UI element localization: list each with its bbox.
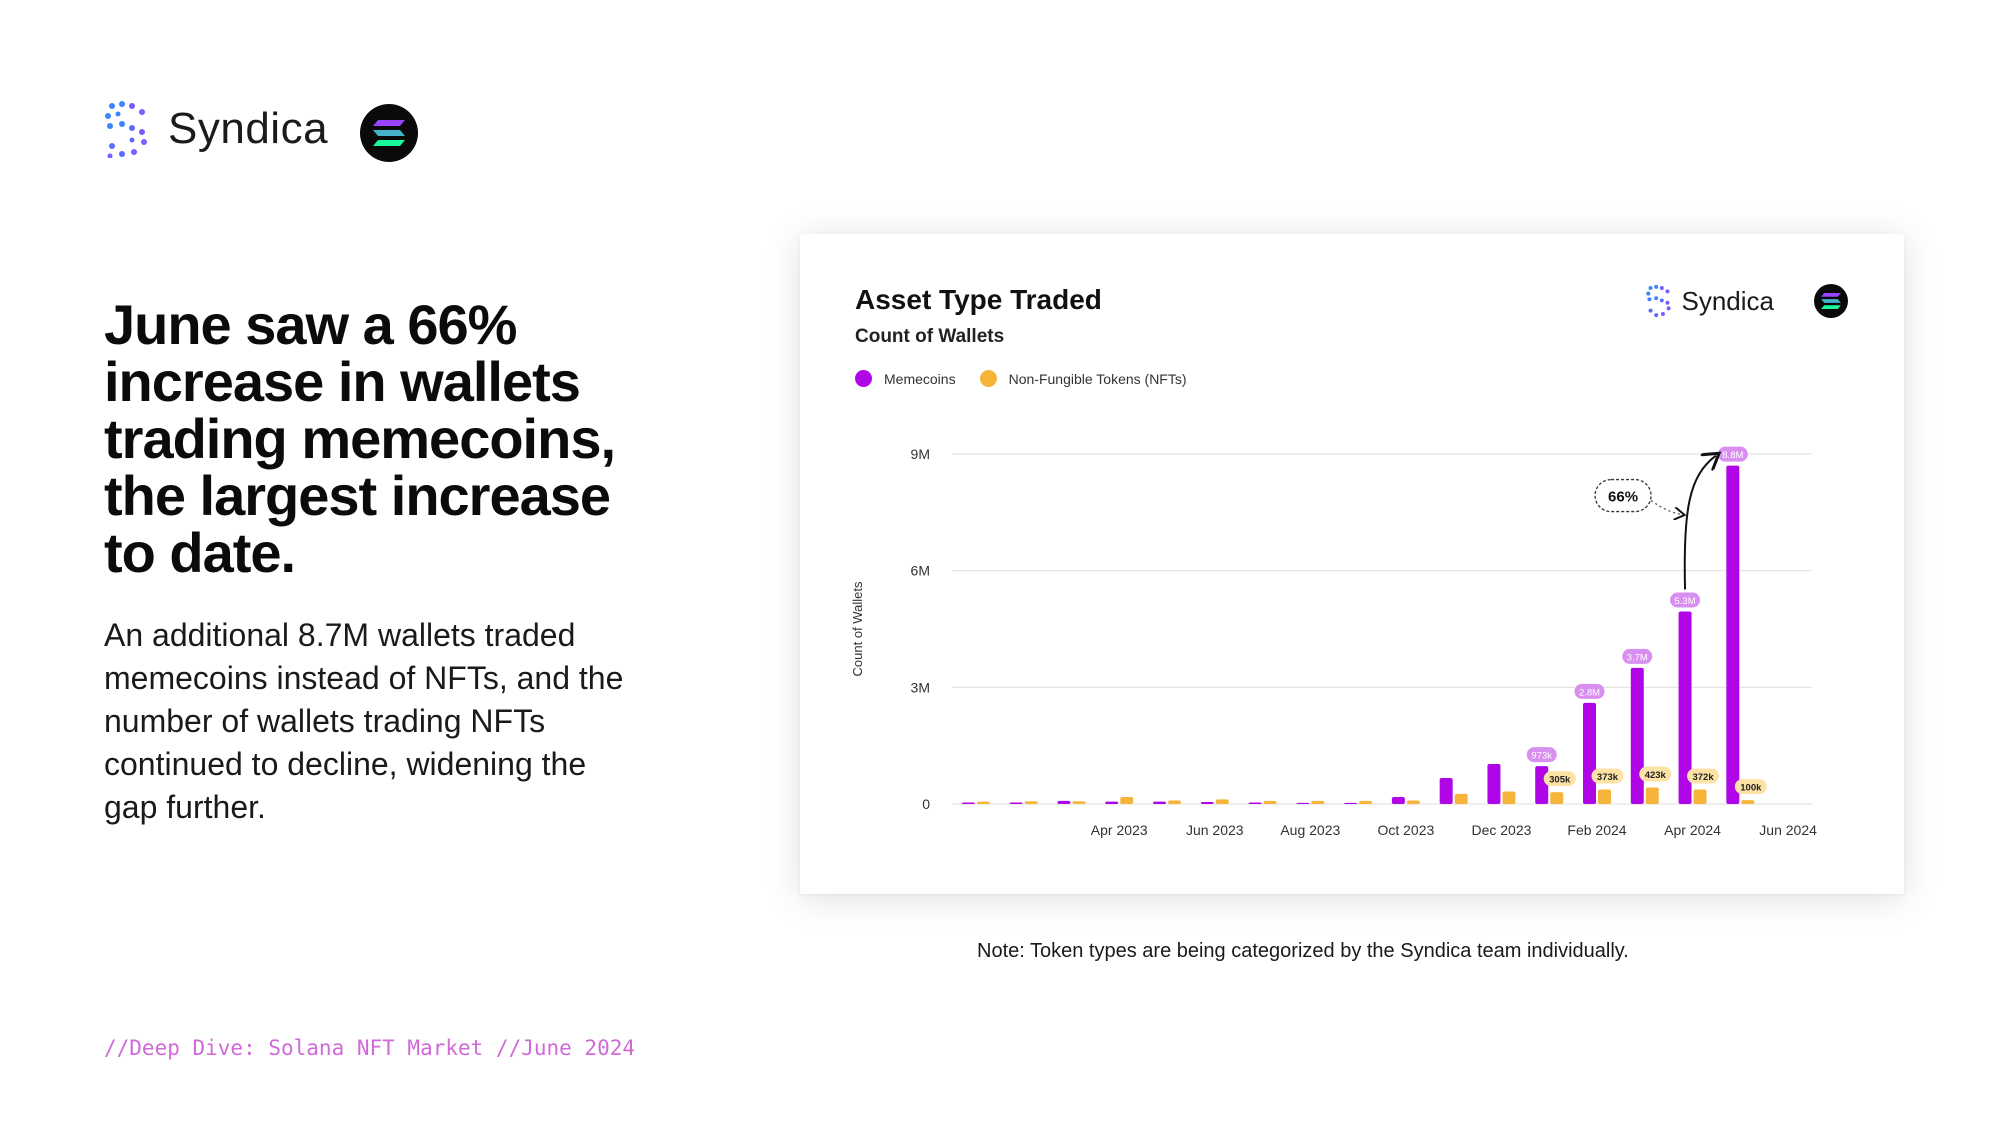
- annotation-connector: [1650, 500, 1682, 515]
- memecoins-bar: [1105, 801, 1119, 804]
- memecoins-bar: [1344, 802, 1358, 804]
- nft-bar: [1168, 800, 1181, 804]
- nft-data-label: 100k: [1740, 783, 1762, 794]
- y-tick-label: 9M: [911, 446, 930, 462]
- memecoins-bar: [1583, 702, 1596, 804]
- memecoins-bar: [1726, 465, 1740, 804]
- brand-name: Syndica: [168, 104, 329, 153]
- chart-subtitle: Count of Wallets: [855, 326, 1005, 347]
- x-tick-label: Feb 2024: [1567, 822, 1626, 838]
- nft-bar: [1693, 789, 1707, 804]
- nft-bar: [1215, 799, 1229, 804]
- nft-bar: [1263, 800, 1277, 804]
- memecoins-bar: [1009, 802, 1023, 804]
- nft-bar: [1598, 789, 1611, 804]
- memecoins-label-pill: [1622, 648, 1653, 664]
- legend-item-nfts: Non-Fungible Tokens (NFTs): [979, 370, 1187, 387]
- x-tick-label: Apr 2023: [1091, 822, 1148, 838]
- footer-caption: //Deep Dive: Solana NFT Market //June 20…: [104, 1036, 636, 1060]
- card-brand: Syndica: [1645, 284, 1775, 318]
- card-solana-badge-icon: [1814, 284, 1848, 318]
- solana-badge-icon: [360, 104, 418, 162]
- growth-arrow: [1683, 456, 1716, 590]
- y-axis-title: Count of Wallets: [850, 581, 865, 676]
- legend-nfts-swatch: [979, 370, 997, 387]
- memecoins-bar: [1296, 802, 1310, 804]
- x-tick-label: Dec 2023: [1471, 822, 1531, 838]
- nft-label-pill: [1543, 771, 1576, 787]
- memecoins-bar: [961, 802, 975, 804]
- growth-annotation-pill: [1594, 478, 1652, 513]
- page-headline: June saw a 66% increase in wallets tradi…: [104, 293, 616, 584]
- card-brand-name: Syndica: [1681, 285, 1775, 316]
- y-tick-label: 6M: [911, 563, 930, 579]
- memecoins-data-label: 2.8M: [1579, 687, 1600, 698]
- x-tick-label: Jun 2023: [1186, 822, 1244, 838]
- card-syndica-logo-icon: [1645, 284, 1671, 318]
- nft-bar: [1120, 797, 1134, 804]
- y-tick-label: 3M: [911, 679, 930, 695]
- memecoins-label-pill: [1670, 592, 1701, 608]
- growth-annotation-label: 66%: [1608, 489, 1638, 506]
- chart-card: Asset Type Traded Count of Wallets Memec…: [800, 234, 1904, 894]
- nft-bar: [1741, 800, 1755, 804]
- memecoins-bar: [1630, 667, 1644, 804]
- memecoins-bar: [1391, 797, 1405, 804]
- memecoins-data-label: 3.7M: [1627, 652, 1648, 663]
- nft-bar: [1645, 787, 1659, 804]
- memecoins-bar: [1153, 801, 1166, 804]
- nft-data-label: 373k: [1597, 772, 1619, 783]
- nft-bar: [1072, 801, 1086, 804]
- nft-bar: [1024, 801, 1038, 804]
- x-tick-label: Apr 2024: [1664, 822, 1721, 838]
- nft-bar: [976, 801, 990, 804]
- nft-bar: [1359, 800, 1373, 804]
- page-body-text: An additional 8.7M wallets traded memeco…: [104, 617, 624, 825]
- memecoins-label-pill: [1717, 446, 1748, 462]
- y-tick-label: 0: [922, 796, 930, 812]
- nft-data-label: 372k: [1692, 772, 1714, 783]
- nft-label-pill: [1639, 766, 1672, 782]
- nft-bar: [1311, 800, 1325, 804]
- nft-label-pill: [1734, 779, 1767, 795]
- brand-logo: Syndica: [104, 100, 328, 158]
- nft-data-label: 305k: [1549, 775, 1571, 786]
- memecoins-bar: [1678, 611, 1692, 804]
- memecoins-data-label: 8.8M: [1722, 450, 1743, 461]
- bar-chart: 0 3M 6M 9M Count of Wallets 973k 305k 2.8M 373k 3…: [850, 446, 1817, 838]
- chart-title: Asset Type Traded: [855, 284, 1102, 315]
- x-tick-label: Oct 2023: [1377, 822, 1434, 838]
- legend-memecoins-label: Memecoins: [884, 370, 956, 387]
- memecoins-bar: [1535, 766, 1549, 804]
- nft-bar: [1454, 793, 1468, 804]
- memecoins-bar: [1200, 802, 1214, 804]
- legend-item-memecoins: Memecoins: [855, 370, 956, 387]
- nft-label-pill: [1591, 768, 1624, 784]
- legend-nfts-label: Non-Fungible Tokens (NFTs): [1008, 370, 1187, 387]
- memecoins-bar: [1487, 763, 1501, 804]
- nft-data-label: 423k: [1645, 770, 1667, 781]
- memecoins-bar: [1057, 800, 1071, 804]
- legend-memecoins-swatch: [855, 370, 872, 387]
- memecoins-bar: [1248, 802, 1262, 804]
- syndica-logo-icon: [105, 101, 147, 158]
- chart-legend: Memecoins Non-Fungible Tokens (NFTs): [855, 370, 1211, 387]
- x-tick-label: Aug 2023: [1280, 822, 1340, 838]
- memecoins-data-label: 5.3M: [1674, 596, 1695, 607]
- x-tick-label: Jun 2024: [1759, 822, 1817, 838]
- nft-label-pill: [1687, 768, 1720, 784]
- memecoins-label-pill: [1574, 683, 1605, 699]
- nft-bar: [1550, 792, 1564, 804]
- nft-bar: [1406, 800, 1420, 804]
- chart-note: Note: Token types are being categorized …: [977, 940, 1629, 962]
- memecoins-bar: [1439, 777, 1453, 804]
- memecoins-data-label: 973k: [1531, 751, 1552, 762]
- nft-bar: [1502, 791, 1516, 804]
- memecoins-label-pill: [1526, 747, 1557, 763]
